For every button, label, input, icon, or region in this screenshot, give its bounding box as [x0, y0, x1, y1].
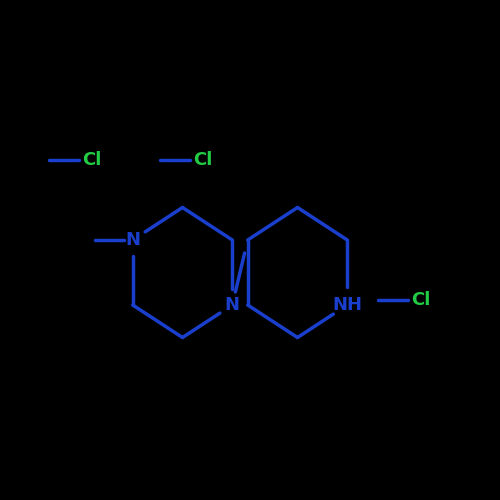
Text: NH: NH	[332, 296, 362, 314]
Text: Cl: Cl	[411, 291, 430, 309]
Text: Cl: Cl	[194, 151, 213, 169]
Text: N: N	[225, 296, 240, 314]
Text: Cl: Cl	[82, 151, 102, 169]
Text: N: N	[125, 231, 140, 249]
